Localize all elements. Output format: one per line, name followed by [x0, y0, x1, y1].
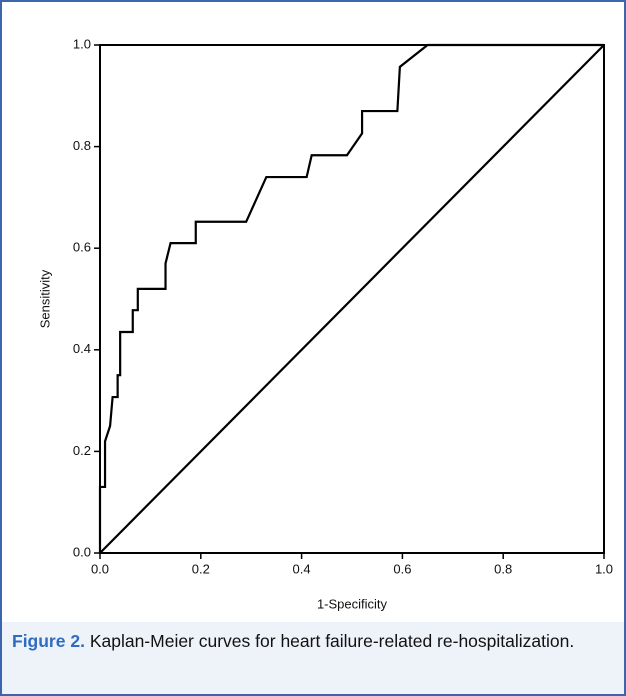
- x-tick-label: 0.6: [393, 561, 411, 576]
- x-tick-label: 0.4: [293, 561, 311, 576]
- plot-frame: [99, 44, 605, 554]
- y-axis-label: Sensitivity: [37, 269, 52, 328]
- caption-label: Figure 2.: [12, 631, 85, 651]
- y-tick-label: 0.2: [73, 443, 91, 458]
- x-tick-label: 0.0: [91, 561, 109, 576]
- x-tick-label: 1.0: [595, 561, 613, 576]
- y-tick-label: 0.0: [73, 544, 91, 559]
- caption: Figure 2. Kaplan-Meier curves for heart …: [2, 622, 624, 694]
- chart: 0.0 0.2 0.4 0.6 0.8 1.0 0.0 0.2 0.4 0.6 0.8 1.0 1-Sp…: [37, 36, 613, 611]
- x-axis-label: 1-Specificity: [317, 596, 388, 611]
- roc-line: [99, 44, 605, 554]
- x-tick-label: 0.2: [192, 561, 210, 576]
- caption-text: Kaplan-Meier curves for heart failure-re…: [89, 631, 575, 651]
- y-tick-label: 0.8: [73, 138, 91, 153]
- y-tick-label: 0.4: [73, 341, 91, 356]
- roc-line: [98, 43, 604, 553]
- x-tick-label: 0.8: [494, 561, 512, 576]
- y-tick-label: 1.0: [73, 36, 91, 51]
- y-tick-label: 0.6: [73, 240, 91, 255]
